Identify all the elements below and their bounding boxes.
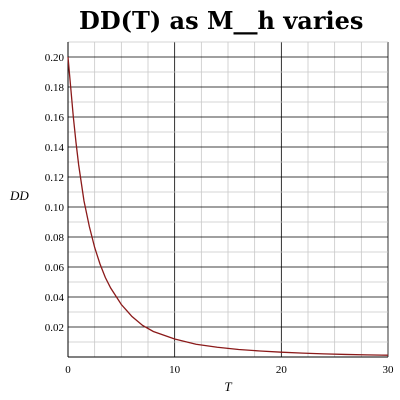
grid xyxy=(67,41,389,357)
x-tick-label: 10 xyxy=(169,364,181,376)
series-line xyxy=(67,56,389,356)
y-tick-label: 0.18 xyxy=(45,82,65,94)
y-tick-label: 0.10 xyxy=(45,202,65,214)
y-tick-label: 0.04 xyxy=(45,292,65,304)
y-tick-label: 0.20 xyxy=(45,52,65,64)
y-axis-label: DD xyxy=(9,188,29,203)
axes xyxy=(67,42,388,358)
x-tick-label: 20 xyxy=(276,364,288,376)
series-layer xyxy=(67,56,389,356)
y-tick-label: 0.02 xyxy=(45,322,64,334)
x-tick-label: 30 xyxy=(383,364,395,376)
y-tick-label: 0.16 xyxy=(45,112,65,124)
y-tick-label: 0.14 xyxy=(45,142,65,154)
chart-title: DD(T) as M__h varies xyxy=(79,6,363,35)
x-axis-label: T xyxy=(224,379,232,394)
x-tick-label: 0 xyxy=(65,364,71,376)
y-tick-label: 0.06 xyxy=(45,262,65,274)
y-tick-label: 0.12 xyxy=(45,172,64,184)
tick-labels: 0 10 20 30 0.02 0.04 0.06 0.08 0.10 0.12 0.14 0.16 0… xyxy=(45,52,394,376)
y-tick-label: 0.08 xyxy=(45,232,65,244)
